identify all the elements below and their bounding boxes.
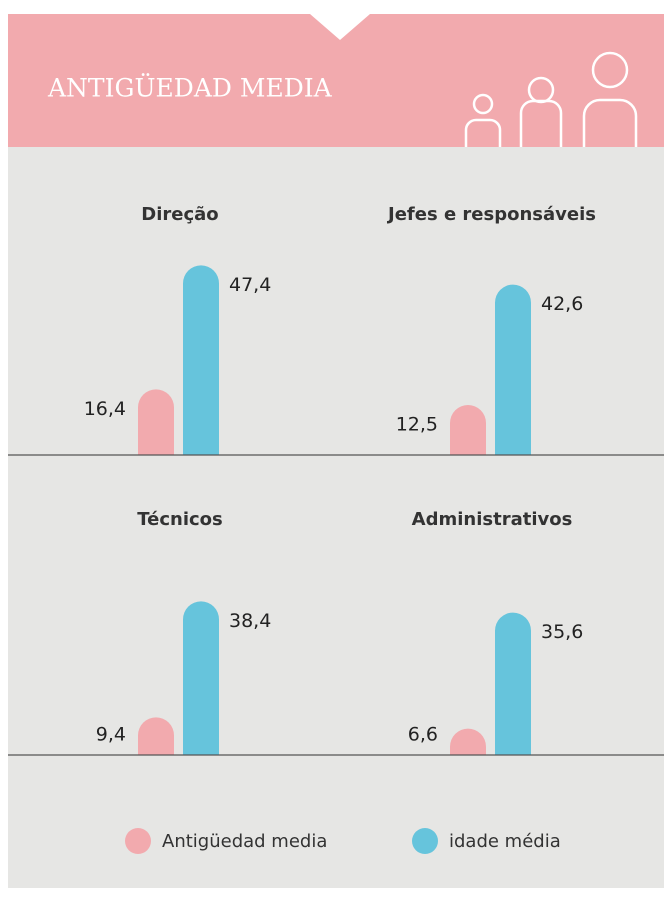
bar [183,265,219,455]
notch [310,14,370,40]
bar [495,612,531,755]
value-label: 16,4 [84,398,126,420]
legend-swatch [412,828,438,854]
value-label: 35,6 [541,621,583,643]
value-label: 47,4 [229,274,271,296]
bar [138,389,174,455]
bar [450,405,486,455]
chart-title: Jefes e responsáveis [386,204,596,225]
header-title: ANTIGÜEDAD MEDIA [47,74,333,103]
value-label: 38,4 [229,610,271,632]
value-label: 6,6 [408,724,438,746]
value-label: 12,5 [396,414,438,436]
people-icon [464,51,638,147]
chart-title: Administrativos [412,509,573,530]
bar [138,717,174,755]
card [8,14,664,888]
bar [183,601,219,755]
value-label: 42,6 [541,293,583,315]
bar [450,728,486,755]
value-label: 9,4 [96,724,126,746]
legend-label: idade média [449,831,561,852]
bar [495,284,531,455]
chart-title: Direção [141,204,218,225]
legend-label: Antigüedad media [162,831,327,852]
legend-swatch [125,828,151,854]
chart-title: Técnicos [137,509,223,530]
